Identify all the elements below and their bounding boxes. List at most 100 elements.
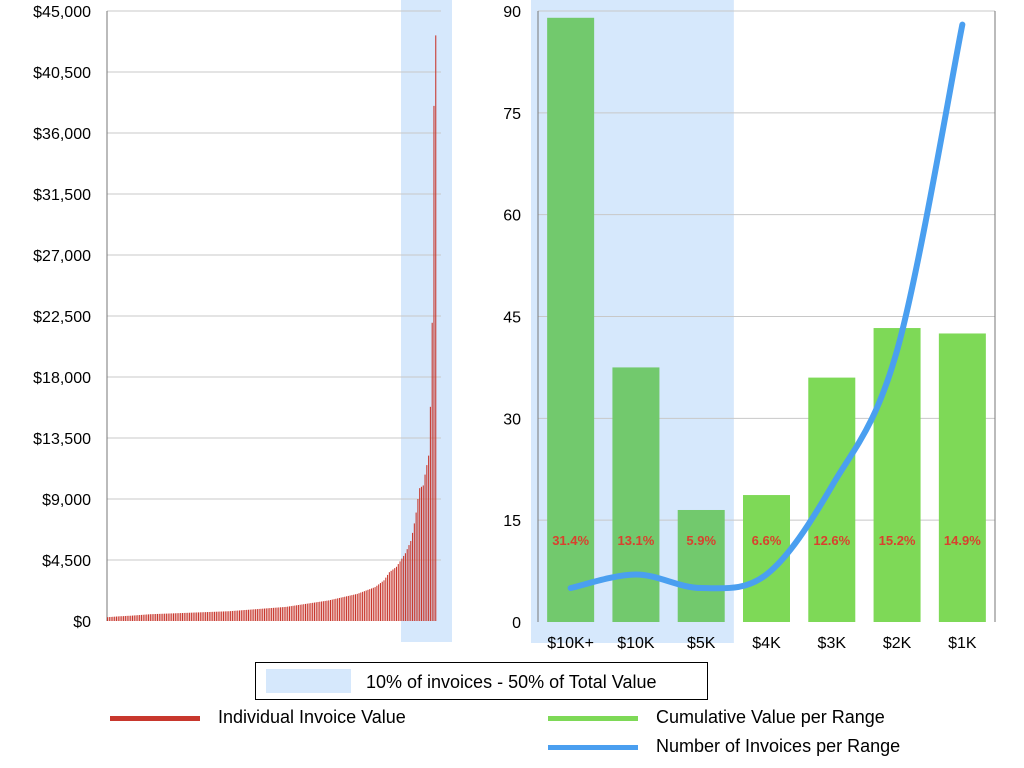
value-share-label: 6.6% — [752, 533, 782, 548]
invoice-bar — [376, 585, 378, 621]
invoice-bar — [137, 615, 139, 621]
invoice-bar — [255, 609, 257, 621]
invoice-bar — [331, 599, 333, 621]
y-tick-label: $45,000 — [33, 4, 91, 21]
y-tick-label: 90 — [503, 4, 521, 21]
invoice-bar — [265, 608, 267, 621]
invoice-bar — [149, 614, 151, 621]
invoice-bar — [263, 608, 266, 621]
invoice-bar — [244, 610, 246, 621]
invoice-bar — [124, 615, 126, 621]
invoice-bar — [246, 609, 248, 621]
highlight-swatch — [266, 669, 351, 693]
invoice-bar — [395, 566, 398, 621]
invoice-bar — [140, 614, 142, 621]
invoice-bar — [180, 613, 182, 621]
invoice-bar — [112, 616, 114, 621]
value-bar — [612, 367, 660, 622]
invoice-bar — [239, 610, 241, 621]
invoice-bar — [347, 595, 349, 621]
invoice-bar — [292, 605, 294, 621]
invoice-bar — [426, 465, 428, 621]
legend-invoice-swatch — [110, 716, 200, 721]
y-tick-label: 15 — [503, 513, 521, 530]
invoice-bar — [176, 613, 178, 621]
invoice-bar — [178, 613, 180, 621]
invoice-bar — [433, 105, 435, 621]
invoice-bar — [333, 599, 335, 621]
x-tick-label: $1K — [948, 635, 977, 652]
value-bar — [938, 333, 986, 622]
y-tick-label: $22,500 — [33, 309, 91, 326]
invoice-bar — [317, 602, 319, 621]
invoice-bar — [135, 615, 137, 621]
invoice-bar — [222, 611, 225, 621]
invoice-bar — [240, 610, 242, 621]
invoice-bar — [356, 593, 358, 621]
invoice-bar — [374, 587, 376, 621]
invoice-bar — [144, 614, 146, 621]
invoice-bar — [322, 601, 324, 621]
invoice-bar — [142, 614, 144, 621]
invoice-bar — [258, 608, 260, 621]
value-share-label: 12.6% — [813, 533, 850, 548]
invoice-bar — [413, 523, 415, 621]
invoice-bar — [205, 612, 207, 621]
invoice-bar — [420, 486, 423, 621]
invoice-bar — [424, 474, 426, 621]
invoice-bar — [208, 611, 210, 621]
invoice-bar — [328, 600, 330, 621]
invoice-bar — [415, 512, 417, 621]
invoice-bar — [271, 607, 273, 621]
x-tick-label: $4K — [752, 635, 781, 652]
invoice-bar — [119, 616, 121, 621]
invoice-bar — [217, 611, 219, 621]
invoice-bar — [267, 608, 269, 621]
invoice-bar — [146, 614, 148, 621]
invoice-bar — [260, 608, 262, 621]
x-tick-label: $5K — [687, 635, 716, 652]
invoice-bar — [354, 594, 357, 621]
invoice-bar — [365, 590, 367, 621]
invoice-bar — [429, 406, 431, 621]
invoice-bar — [417, 499, 419, 621]
invoice-bar — [283, 607, 285, 621]
invoice-bar — [428, 455, 430, 621]
invoice-bar — [372, 587, 374, 621]
invoice-bar — [181, 613, 183, 621]
invoice-bar — [123, 616, 125, 621]
invoice-bar — [369, 589, 371, 621]
y-tick-label: 0 — [512, 615, 521, 632]
right-chart-value-ranges: 0 15 30 45 60 75 90 31.4% 13.1% 5.9% 6.6% 12.6% 15.2… — [503, 0, 996, 652]
x-tick-label: $2K — [883, 635, 912, 652]
invoice-bar — [212, 611, 214, 621]
legend-cumulative: Cumulative Value per Range — [548, 707, 928, 729]
y-tick-label: $36,000 — [33, 126, 91, 143]
invoice-bar — [324, 600, 326, 621]
invoice-bar — [288, 606, 291, 621]
value-share-label: 31.4% — [552, 533, 589, 548]
invoice-bar — [344, 596, 346, 621]
invoice-bar — [412, 532, 414, 621]
invoice-bar — [346, 596, 348, 621]
invoice-bar — [294, 605, 296, 621]
value-share-label: 5.9% — [686, 533, 716, 548]
invoice-count-line — [567, 21, 966, 592]
invoice-bar — [383, 580, 385, 621]
invoice-bar — [242, 610, 244, 621]
invoice-bar — [164, 613, 166, 621]
invoice-bar — [285, 606, 287, 621]
y-tick-label: $13,500 — [33, 431, 91, 448]
invoice-bar — [269, 608, 271, 621]
invoice-bar — [226, 611, 228, 621]
y-tick-label: $4,500 — [42, 553, 91, 570]
legend-invoice-label: Individual Invoice Value — [218, 707, 406, 727]
invoice-bar — [394, 568, 396, 621]
invoice-bar — [256, 609, 258, 621]
invoice-bar — [337, 598, 339, 621]
invoice-bar — [156, 613, 159, 621]
highlight-callout-label: 10% of invoices - 50% of Total Value — [366, 672, 657, 692]
invoice-bar — [381, 581, 383, 621]
invoice-bar — [183, 612, 185, 621]
invoice-bar — [189, 612, 191, 621]
